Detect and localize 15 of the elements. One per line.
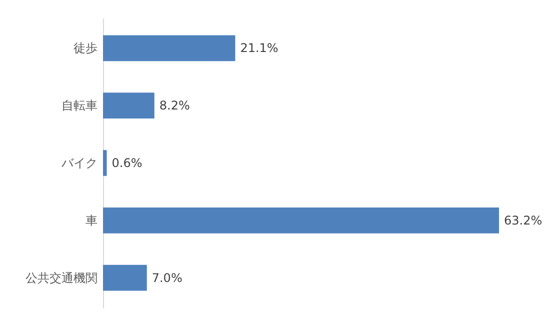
bar [103, 92, 154, 118]
data-label: 7.0% [152, 270, 182, 285]
bar [103, 35, 236, 62]
bar [103, 264, 147, 291]
data-label: 0.6% [112, 156, 142, 170]
data-label: 21.1% [240, 41, 278, 56]
data-label: 8.2% [159, 98, 190, 113]
bar [103, 150, 107, 176]
y-tick-label: バイク [60, 156, 98, 170]
bar [103, 208, 499, 234]
y-tick-label: 徒歩 [74, 41, 98, 56]
y-tick-label: 自転車 [62, 98, 98, 113]
y-tick-label: 車 [86, 213, 98, 228]
data-label: 63.2% [504, 213, 542, 228]
y-tick-label: 公共交通機関 [26, 270, 98, 285]
